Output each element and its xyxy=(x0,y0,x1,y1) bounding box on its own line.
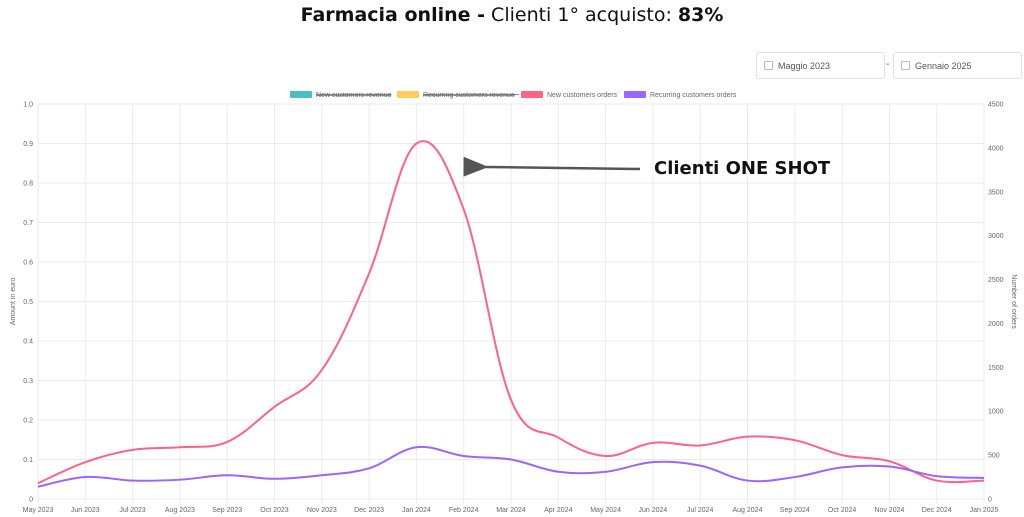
y-left-tick-label: 0.9 xyxy=(23,141,33,148)
y-left-tick-label: 0 xyxy=(29,497,33,504)
series-line-recurring-customers-orders xyxy=(37,445,985,488)
chart-ticks: 0 0.1 0.2 0.3 0.4 0.5 0.6 0.7 0.8 0.9 1.0 0 500 1000 1… xyxy=(23,102,1004,515)
legend-swatch xyxy=(521,91,543,98)
y-left-tick-label: 0.2 xyxy=(23,418,33,425)
y-right-tick-label: 4500 xyxy=(988,102,1004,109)
title-bold: Farmacia online - xyxy=(300,4,486,26)
chart-lines xyxy=(37,140,985,488)
date-separator: - xyxy=(886,59,890,70)
legend-label: New customers orders xyxy=(547,92,618,99)
y-right-tick-label: 3000 xyxy=(988,233,1004,240)
end-date-picker[interactable]: Gennaio 2025 xyxy=(893,52,1022,79)
legend-label: Recurring customers orders xyxy=(650,92,737,99)
y-right-tick-label: 1500 xyxy=(988,365,1004,372)
y-axis-left-title: Amount in euro xyxy=(10,278,17,326)
y-right-tick-label: 3500 xyxy=(988,189,1004,196)
x-tick-label: Aug 2023 xyxy=(165,507,195,514)
y-left-tick-label: 0.1 xyxy=(23,457,33,464)
y-left-tick-label: 0.4 xyxy=(23,339,33,346)
x-tick-label: Jan 2024 xyxy=(402,507,431,514)
start-date-picker[interactable]: Maggio 2023 xyxy=(756,52,885,79)
x-tick-label: Jan 2025 xyxy=(970,507,999,514)
legend-swatch xyxy=(290,91,312,98)
y-left-tick-label: 0.7 xyxy=(23,220,33,227)
y-axis-right-title: Number of orders xyxy=(1010,274,1017,329)
x-tick-label: Feb 2024 xyxy=(449,507,479,514)
x-tick-label: Jun 2023 xyxy=(71,507,100,514)
legend-item[interactable]: New customers orders xyxy=(521,91,618,99)
chart-legend: New customers revenue Recurring customers… xyxy=(290,91,737,99)
x-tick-label: Dec 2023 xyxy=(354,507,384,514)
y-left-tick-label: 0.5 xyxy=(23,299,33,306)
y-left-tick-label: 1.0 xyxy=(23,102,33,109)
x-tick-label: Aug 2024 xyxy=(733,507,763,514)
annotation-arrow xyxy=(463,156,641,177)
legend-item[interactable]: Recurring customers orders xyxy=(624,91,737,99)
y-left-tick-label: 0.3 xyxy=(23,378,33,385)
x-tick-label: May 2024 xyxy=(590,507,621,514)
x-tick-label: Nov 2023 xyxy=(307,507,337,514)
y-right-tick-label: 2500 xyxy=(988,277,1004,284)
x-tick-label: Dec 2024 xyxy=(922,507,952,514)
x-tick-label: May 2023 xyxy=(23,507,54,514)
x-tick-label: Mar 2024 xyxy=(496,507,526,514)
y-left-tick-label: 0.6 xyxy=(23,260,33,267)
y-right-tick-label: 0 xyxy=(988,497,992,504)
y-right-tick-label: 500 xyxy=(988,453,1000,460)
start-date-value: Maggio 2023 xyxy=(778,60,831,71)
y-right-tick-label: 4000 xyxy=(988,145,1004,152)
legend-label: New customers revenue xyxy=(316,92,392,99)
calendar-icon xyxy=(764,61,773,70)
y-right-tick-label: 1000 xyxy=(988,409,1004,416)
x-tick-label: Jul 2024 xyxy=(687,507,714,514)
legend-swatch xyxy=(397,91,419,98)
legend-swatch xyxy=(624,91,646,98)
x-tick-label: Jul 2023 xyxy=(119,507,146,514)
end-date-value: Gennaio 2025 xyxy=(915,60,972,71)
title-value: 83% xyxy=(677,4,724,26)
x-tick-label: Oct 2024 xyxy=(828,507,857,514)
legend-item[interactable]: Recurring customers revenue xyxy=(397,91,519,99)
x-tick-label: Jun 2024 xyxy=(638,507,667,514)
page-title: Farmacia online - Clienti 1° acquisto: 8… xyxy=(0,4,1024,26)
x-tick-label: Oct 2023 xyxy=(260,507,289,514)
x-tick-label: Apr 2024 xyxy=(544,507,573,514)
chart-grid xyxy=(37,103,985,503)
x-tick-label: Sep 2023 xyxy=(212,507,242,514)
x-tick-label: Sep 2024 xyxy=(780,507,810,514)
y-right-tick-label: 2000 xyxy=(988,321,1004,328)
y-left-tick-label: 0.8 xyxy=(23,181,33,188)
series-line-new-customers-orders xyxy=(37,140,985,485)
title-regular: Clienti 1° acquisto: xyxy=(485,4,678,26)
annotation-text: Clienti ONE SHOT xyxy=(654,158,831,179)
legend-item[interactable]: New customers revenue xyxy=(290,91,392,99)
x-tick-label: Nov 2024 xyxy=(874,507,904,514)
legend-label: Recurring customers revenue xyxy=(423,92,515,99)
calendar-icon xyxy=(901,61,910,70)
